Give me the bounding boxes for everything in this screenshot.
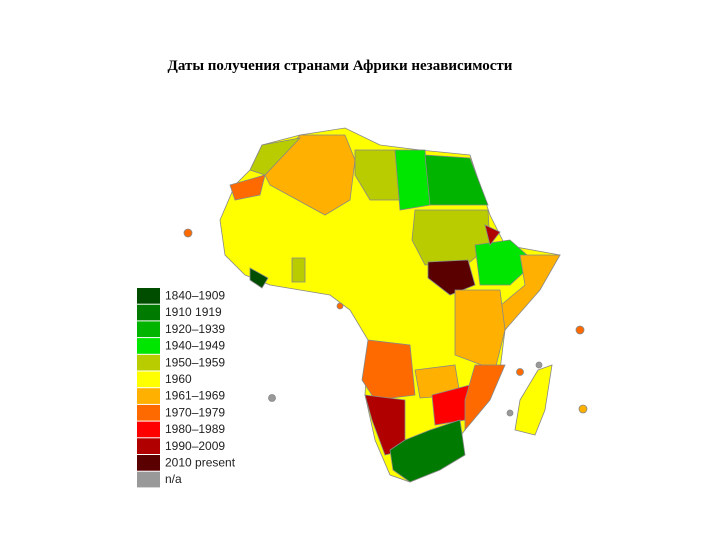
legend-swatch [137, 321, 160, 338]
legend-label: 1961–1969 [165, 389, 225, 403]
legend-label: n/a [165, 472, 182, 486]
legend-label: 2010 present [165, 456, 236, 470]
legend-label: 1970–1979 [165, 405, 225, 419]
legend-label: 1910 1919 [165, 305, 222, 319]
legend: 1840–1909 1910 1919 1920–1939 1940–1949 1950… [137, 288, 236, 488]
legend-label: 1960 [165, 372, 192, 386]
legend-swatch [137, 471, 160, 488]
legend-swatch [137, 288, 160, 304]
legend-swatch [137, 304, 160, 321]
africa-map [183, 127, 588, 483]
legend-swatch [137, 371, 160, 388]
legend-swatch [137, 455, 160, 471]
legend-label: 1990–2009 [165, 439, 225, 453]
legend-label: 1980–1989 [165, 422, 225, 436]
legend-swatch [137, 421, 160, 438]
legend-label: 1950–1959 [165, 355, 225, 369]
legend-swatch [137, 338, 160, 354]
legend-label: 1940–1949 [165, 339, 225, 353]
title: Даты получения странами Африки независим… [167, 58, 513, 74]
legend-label: 1840–1909 [165, 289, 225, 303]
legend-swatch [137, 438, 160, 454]
legend-swatch [137, 354, 160, 371]
legend-label: 1920–1939 [165, 322, 225, 336]
legend-swatch [137, 388, 160, 404]
legend-swatch [137, 404, 160, 421]
